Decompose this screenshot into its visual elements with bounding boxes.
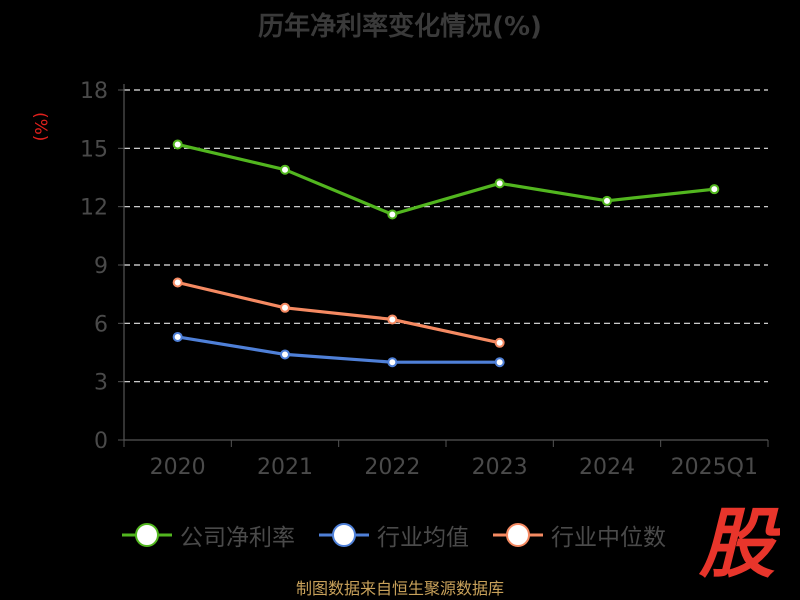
y-tick-label: 0 xyxy=(94,429,108,454)
y-tick-label: 12 xyxy=(80,196,108,221)
legend-label: 行业均值 xyxy=(377,525,469,551)
data-point xyxy=(494,337,505,348)
logo: 股 xyxy=(694,498,783,588)
data-point xyxy=(172,277,183,288)
legend-label: 行业中位数 xyxy=(551,525,666,551)
series-line-2 xyxy=(177,280,501,345)
legend-item-2[interactable]: 行业中位数 xyxy=(491,518,666,552)
y-tick-label: 6 xyxy=(94,312,108,337)
series-line-0 xyxy=(177,142,715,216)
logo-glyph: 股 xyxy=(698,499,780,584)
x-tick-label: 2022 xyxy=(364,455,420,480)
legend-marker-icon xyxy=(319,523,369,547)
x-tick-label: 2020 xyxy=(150,455,206,480)
y-tick-label: 9 xyxy=(94,254,108,279)
legend-marker-icon xyxy=(493,523,543,547)
series-line-1 xyxy=(177,335,500,364)
chart-title: 历年净利率变化情况(%) xyxy=(258,12,542,42)
data-point xyxy=(494,178,505,189)
x-tick-label: 2023 xyxy=(472,455,528,480)
data-point xyxy=(387,209,398,220)
data-point xyxy=(280,349,290,360)
data-point xyxy=(280,302,290,313)
legend-item-0[interactable]: 公司净利率 xyxy=(120,518,295,552)
data-point xyxy=(387,314,398,325)
y-tick-label: 3 xyxy=(94,371,108,396)
y-tick-label: 18 xyxy=(80,79,108,104)
x-tick-label: 2024 xyxy=(579,455,635,480)
x-tick-label: 2025Q1 xyxy=(671,455,758,480)
data-point xyxy=(172,139,183,150)
data-point xyxy=(709,184,720,195)
data-point xyxy=(172,331,183,342)
legend-label: 公司净利率 xyxy=(180,525,295,551)
data-point xyxy=(280,164,290,175)
data-source-note: 制图数据来自恒生聚源数据库 xyxy=(295,579,504,598)
legend-marker-icon xyxy=(122,523,172,547)
data-point xyxy=(494,357,505,368)
legend: 公司净利率 行业均值 行业中位数 xyxy=(120,518,688,552)
legend-item-1[interactable]: 行业均值 xyxy=(317,518,469,552)
data-point xyxy=(387,357,398,368)
y-tick-label: 15 xyxy=(80,137,108,162)
x-tick-label: 2021 xyxy=(257,455,313,480)
data-point xyxy=(602,195,612,206)
